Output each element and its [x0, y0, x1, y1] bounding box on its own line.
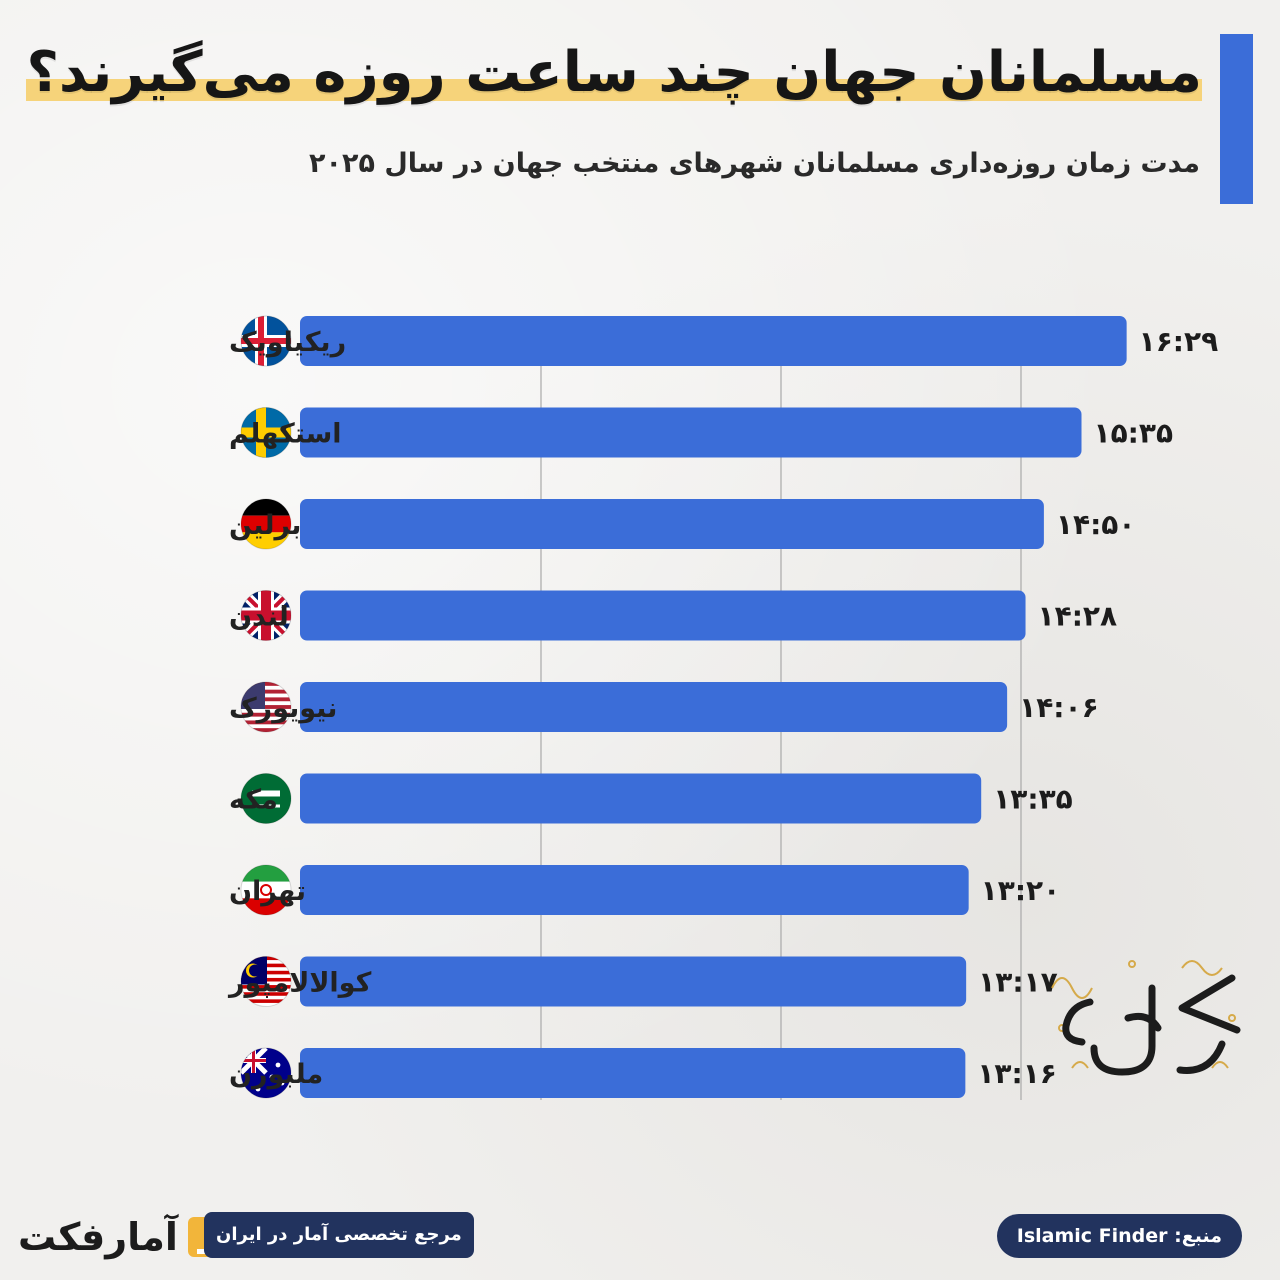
bar	[300, 407, 1082, 458]
source-badge: منبع: Islamic Finder	[996, 1214, 1242, 1258]
bar	[300, 773, 982, 824]
value-label: ۱۳:۲۰	[981, 874, 1061, 907]
value-label: ۱۴:۲۸	[1038, 600, 1118, 633]
uk-flag-icon	[240, 590, 292, 641]
brand-name: آمارفکت	[18, 1215, 178, 1259]
bar	[300, 865, 969, 915]
bar	[300, 499, 1044, 549]
value-label: ۱۳:۱۷	[978, 966, 1058, 999]
bar	[300, 316, 1127, 366]
value-label: ۱۴:۵۰	[1056, 508, 1136, 541]
city-label: تهران	[229, 876, 306, 907]
value-label: ۱۳:۳۵	[993, 783, 1073, 816]
value-label: ۱۶:۲۹	[1139, 325, 1219, 358]
iceland-flag-icon	[240, 315, 292, 367]
city-label: کوالالامپور	[227, 968, 372, 999]
title-accent-bar	[1220, 34, 1253, 204]
bar	[300, 590, 1026, 641]
value-label: ۱۴:۰۶	[1019, 691, 1099, 724]
ramadan-kareem-calligraphy	[1051, 960, 1241, 1076]
city-label: مکه	[229, 785, 278, 816]
sweden-flag-icon	[240, 407, 292, 458]
saudi-arabia-flag-icon	[240, 773, 292, 824]
usa-flag-icon	[240, 681, 292, 733]
bar	[300, 956, 967, 1007]
city-label: برلین	[229, 510, 301, 541]
bar	[300, 1048, 966, 1098]
bar	[300, 682, 1008, 732]
city-label: ملبورن	[229, 1059, 323, 1090]
city-label: ریکیاویک	[229, 327, 346, 358]
city-label: استکهلم	[229, 419, 342, 450]
brand-tagline: مرجع تخصصی آمار در ایران	[204, 1212, 474, 1258]
city-label: لندن	[229, 602, 289, 633]
title-text: مسلمانان جهان چند ساعت روزه می‌گیرند؟	[26, 40, 1203, 105]
value-label: ۱۵:۳۵	[1094, 417, 1174, 450]
city-label: نیویورک	[229, 693, 337, 724]
page-title: مسلمانان جهان چند ساعت روزه می‌گیرند؟	[26, 40, 1203, 105]
brand-block: آمارفکت	[18, 1212, 218, 1262]
value-label: ۱۳:۱۶	[977, 1057, 1057, 1090]
malaysia-flag-icon	[240, 956, 292, 1007]
iran-flag-icon	[240, 864, 292, 916]
germany-flag-icon	[240, 498, 292, 550]
page-subtitle: مدت زمان روزه‌داری مسلمانان شهرهای منتخب…	[309, 148, 1200, 179]
